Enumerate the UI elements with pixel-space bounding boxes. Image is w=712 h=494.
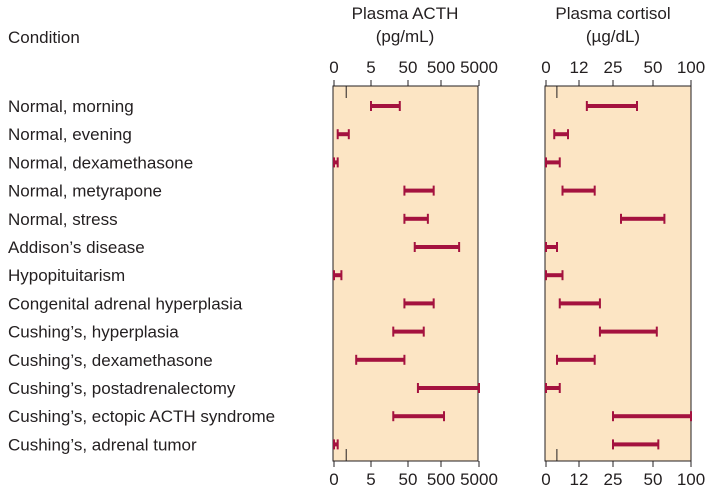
range-bar — [558, 298, 601, 309]
range-bar — [392, 411, 446, 422]
bottom-tick-label: 50 — [644, 470, 663, 489]
range-bar — [612, 439, 660, 450]
bottom-tick-label: 50 — [399, 470, 418, 489]
panel-title: Plasma cortisol — [555, 4, 670, 23]
panel-title: Plasma ACTH — [352, 4, 459, 23]
range-bar — [413, 242, 461, 252]
range-bar — [392, 326, 425, 337]
condition-label: Addison’s disease — [8, 238, 145, 257]
chart-panels: Plasma ACTH(pg/mL)0055505050050050005000… — [329, 4, 705, 489]
condition-label: Cushing’s, postadrenalectomy — [8, 379, 236, 398]
top-tick-label: 100 — [677, 58, 705, 77]
panel-unit: (pg/mL) — [376, 27, 435, 46]
range-bar — [333, 270, 343, 281]
range-bar — [370, 101, 401, 111]
condition-label: Cushing’s, hyperplasia — [8, 323, 179, 342]
panel-background — [544, 85, 692, 462]
range-bar — [545, 157, 561, 168]
range-bar — [561, 185, 596, 196]
condition-labels: Normal, morning Normal, evening Normal, de… — [8, 97, 275, 454]
bottom-tick-label: 0 — [541, 470, 550, 489]
condition-label: Normal, evening — [8, 125, 132, 144]
range-bar — [403, 298, 435, 309]
range-bar — [545, 270, 564, 281]
bottom-tick-label: 500 — [427, 470, 455, 489]
condition-label: Congenital adrenal hyperplasia — [8, 294, 243, 313]
top-tick-label: 0 — [541, 58, 550, 77]
condition-label: Normal, dexamethasone — [8, 153, 193, 172]
range-bar — [416, 383, 480, 393]
range-bar — [403, 185, 435, 196]
bottom-tick-label: 5 — [366, 470, 375, 489]
condition-label: Cushing’s, dexamethasone — [8, 351, 213, 370]
condition-label: Cushing’s, adrenal tumor — [8, 435, 197, 454]
range-bar — [355, 354, 406, 365]
top-tick-label: 5 — [366, 58, 375, 77]
condition-label: Hypopituitarism — [8, 266, 125, 285]
range-bar — [545, 242, 558, 252]
panel-background — [332, 85, 479, 462]
range-bar — [620, 213, 666, 224]
top-tick-label: 12 — [570, 58, 589, 77]
range-bar — [598, 326, 658, 337]
condition-label: Normal, metyrapone — [8, 182, 162, 201]
top-tick-label: 25 — [604, 58, 623, 77]
range-bar — [333, 157, 339, 168]
condition-column-header: Condition — [8, 28, 80, 47]
condition-label: Normal, morning — [8, 97, 134, 116]
top-tick-label: 5000 — [460, 58, 498, 77]
panel-1: Plasma ACTH (pg/mL) 0 0 5 5 50 50 500 500 5000 5000 — [329, 4, 498, 489]
panel-2: Plasma cortisol (µg/dL) 0 0 12 12 25 25 50 50 100 1… — [541, 4, 705, 489]
bottom-tick-label: 25 — [604, 470, 623, 489]
top-tick-label: 500 — [427, 58, 455, 77]
top-tick-label: 0 — [329, 58, 338, 77]
range-bar — [403, 213, 429, 224]
panel-unit: (µg/dL) — [586, 27, 640, 46]
bottom-tick-label: 5000 — [460, 470, 498, 489]
top-tick-label: 50 — [644, 58, 663, 77]
bottom-tick-label: 0 — [329, 470, 338, 489]
top-tick-label: 50 — [399, 58, 418, 77]
range-bar — [585, 101, 638, 111]
condition-label: Cushing’s, ectopic ACTH syndrome — [8, 407, 275, 426]
range-bar — [612, 411, 692, 422]
range-bar — [545, 383, 561, 393]
condition-label: Normal, stress — [8, 210, 118, 229]
range-bar — [336, 129, 350, 140]
bottom-tick-label: 12 — [570, 470, 589, 489]
bottom-tick-label: 100 — [677, 470, 705, 489]
range-bar — [333, 439, 339, 450]
range-bar — [553, 129, 569, 140]
range-bar — [556, 354, 596, 365]
